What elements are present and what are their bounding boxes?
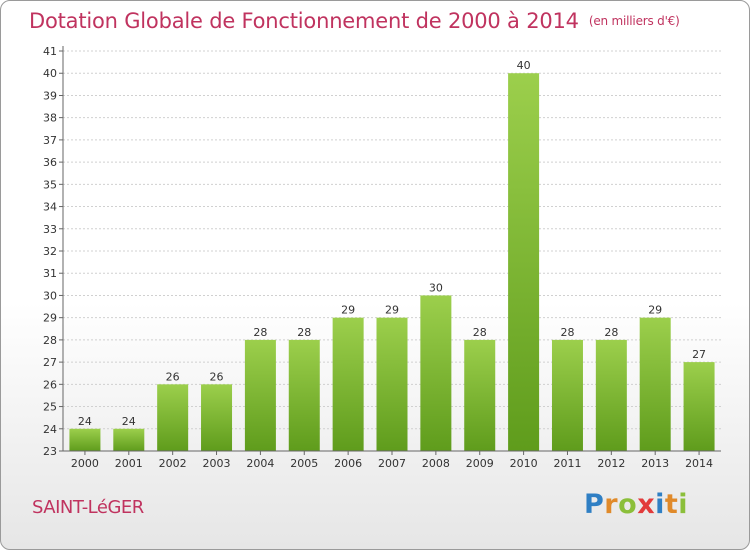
data-label-2002: 26 [166, 370, 180, 383]
data-label-2014: 27 [692, 348, 706, 361]
y-tick-label: 40 [43, 67, 57, 80]
data-labels: 24 24 26 26 28 28 29 29 30 28 40 28 28 29 27 [78, 59, 706, 428]
data-label-2012: 28 [604, 326, 618, 339]
x-tick-label-2004: 2004 [246, 457, 274, 470]
bar-2006 [332, 317, 364, 451]
bar-2007 [376, 317, 408, 451]
y-tick-label: 26 [43, 378, 57, 391]
data-label-2003: 26 [210, 370, 224, 383]
y-tick-label: 25 [43, 401, 57, 414]
y-axis-ticks: 23 24 25 26 27 28 29 30 31 32 33 34 35 36 37 38 39 40 41 [43, 45, 63, 458]
bar-2013 [639, 317, 671, 451]
y-tick-label: 36 [43, 156, 57, 169]
y-tick-label: 39 [43, 89, 57, 102]
data-label-2001: 24 [122, 415, 136, 428]
bar-2003 [201, 384, 233, 451]
x-tick-label-2007: 2007 [378, 457, 406, 470]
x-axis-ticks: 2000 2001 2002 2003 2004 2005 2006 2007 2008 2009… [71, 451, 713, 470]
x-tick-label-2011: 2011 [553, 457, 581, 470]
data-label-2007: 29 [385, 304, 399, 317]
bar-2009 [464, 339, 496, 451]
y-tick-label: 28 [43, 334, 57, 347]
y-tick-label: 33 [43, 223, 57, 236]
chart-unit: (en milliers d'€) [588, 14, 680, 28]
chart-title-text: Dotation Globale de Fonctionnement de 20… [29, 9, 579, 33]
x-tick-label-2002: 2002 [159, 457, 187, 470]
data-label-2004: 28 [253, 326, 267, 339]
bar-2011 [551, 339, 583, 451]
x-tick-label-2006: 2006 [334, 457, 362, 470]
x-tick-label-2010: 2010 [510, 457, 538, 470]
commune-name: SAINT-LéGER [32, 497, 144, 518]
y-tick-label: 30 [43, 289, 57, 302]
y-tick-label: 34 [43, 201, 57, 214]
bar-2008 [420, 295, 452, 451]
y-tick-label: 31 [43, 267, 57, 280]
y-tick-label: 23 [43, 445, 57, 458]
proxiti-logo: Proxiti [584, 489, 689, 520]
data-label-2010: 40 [517, 59, 531, 72]
data-label-2011: 28 [560, 326, 574, 339]
y-tick-label: 41 [43, 45, 57, 58]
x-tick-label-2005: 2005 [290, 457, 318, 470]
bar-2002 [157, 384, 189, 451]
data-label-2009: 28 [473, 326, 487, 339]
data-label-2006: 29 [341, 304, 355, 317]
axes [62, 46, 721, 452]
x-tick-label-2008: 2008 [422, 457, 450, 470]
y-tick-label: 35 [43, 178, 57, 191]
y-tick-label: 27 [43, 356, 57, 369]
chart-title: Dotation Globale de Fonctionnement de 20… [29, 9, 680, 33]
data-label-2005: 28 [297, 326, 311, 339]
y-tick-label: 32 [43, 245, 57, 258]
x-tick-label-2003: 2003 [203, 457, 231, 470]
bar-2012 [595, 339, 627, 451]
y-tick-label: 29 [43, 312, 57, 325]
x-tick-label-2014: 2014 [685, 457, 713, 470]
data-label-2000: 24 [78, 415, 92, 428]
x-tick-label-2001: 2001 [115, 457, 143, 470]
y-tick-label: 37 [43, 134, 57, 147]
y-tick-label: 38 [43, 112, 57, 125]
bar-2000 [69, 428, 101, 451]
data-label-2008: 30 [429, 281, 443, 294]
data-label-2013: 29 [648, 304, 662, 317]
bar-2004 [244, 339, 276, 451]
x-tick-label-2012: 2012 [597, 457, 625, 470]
bars [69, 73, 715, 451]
bar-2001 [113, 428, 145, 451]
bar-2005 [288, 339, 320, 451]
x-tick-label-2000: 2000 [71, 457, 99, 470]
bar-2010 [508, 73, 540, 451]
x-tick-label-2009: 2009 [466, 457, 494, 470]
y-tick-label: 24 [43, 423, 57, 436]
bar-2014 [683, 362, 715, 451]
x-tick-label-2013: 2013 [641, 457, 669, 470]
